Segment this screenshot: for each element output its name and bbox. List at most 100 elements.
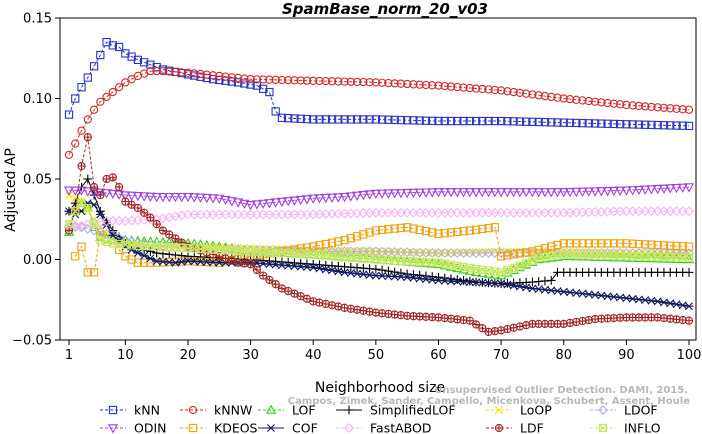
point-odin bbox=[383, 189, 394, 199]
point-lof bbox=[427, 258, 438, 268]
point-knn bbox=[547, 118, 556, 127]
point-knnw bbox=[390, 79, 399, 88]
point-knnw bbox=[315, 76, 324, 86]
point-odin bbox=[621, 186, 632, 196]
point-lof bbox=[583, 251, 594, 261]
legend-swatch-marker bbox=[107, 424, 119, 434]
point-knn bbox=[352, 115, 362, 124]
legend-item-lof: LOF bbox=[258, 403, 316, 418]
y-axis-label: Adjusted AP bbox=[3, 148, 19, 232]
point-knn bbox=[578, 118, 587, 128]
point-knn bbox=[365, 115, 374, 124]
point-knn bbox=[534, 117, 543, 127]
point-kdeos bbox=[365, 228, 374, 237]
point-simplifiedlof bbox=[459, 276, 468, 285]
point-knn bbox=[377, 115, 387, 124]
point-kdeos bbox=[334, 237, 343, 246]
legend-swatch-marker bbox=[598, 405, 608, 415]
point-simplifiedlof bbox=[146, 247, 155, 256]
point-ldf bbox=[471, 320, 481, 329]
point-knn bbox=[553, 118, 562, 127]
point-knnw bbox=[615, 100, 625, 109]
point-knnw bbox=[359, 77, 368, 87]
point-kdeos bbox=[634, 239, 644, 249]
point-knnw bbox=[540, 91, 550, 101]
point-kdeos bbox=[534, 245, 543, 254]
point-knn bbox=[302, 114, 312, 124]
point-odin bbox=[658, 184, 670, 194]
point-cof bbox=[634, 295, 644, 304]
point-kdeos bbox=[390, 224, 399, 233]
point-kdeos bbox=[471, 225, 481, 234]
point-kdeos bbox=[553, 240, 562, 250]
point-knnw bbox=[572, 95, 581, 104]
point-knnw bbox=[246, 75, 255, 84]
point-knn bbox=[666, 121, 675, 130]
point-kdeos bbox=[459, 227, 468, 236]
y-tick-label: 0.05 bbox=[23, 173, 52, 188]
point-kdeos bbox=[440, 228, 449, 238]
point-knnw bbox=[509, 87, 518, 97]
point-odin bbox=[464, 188, 475, 198]
point-knn bbox=[296, 114, 305, 123]
point-odin bbox=[345, 192, 356, 202]
point-knn bbox=[64, 110, 74, 119]
y-tick-label: 0.15 bbox=[23, 12, 52, 27]
point-ldf bbox=[365, 307, 374, 316]
point-knnw bbox=[553, 93, 562, 102]
series-line-kdeos bbox=[74, 226, 690, 273]
point-odin bbox=[207, 194, 219, 204]
point-cof bbox=[584, 290, 594, 299]
point-knnw bbox=[371, 78, 381, 87]
legend-label: kNN bbox=[134, 403, 160, 418]
point-odin bbox=[132, 191, 144, 202]
point-kdeos bbox=[403, 223, 412, 232]
point-knnw bbox=[340, 77, 349, 86]
point-cof bbox=[502, 280, 512, 289]
point-kdeos bbox=[71, 252, 80, 261]
point-ldf bbox=[77, 161, 86, 171]
point-knn bbox=[565, 118, 575, 127]
point-odin bbox=[495, 188, 507, 198]
point-knn bbox=[434, 116, 443, 126]
point-kdeos bbox=[565, 239, 575, 248]
point-kdeos bbox=[528, 247, 537, 256]
point-knn bbox=[71, 94, 80, 103]
point-odin bbox=[583, 187, 594, 197]
legend-swatch-marker bbox=[344, 423, 354, 433]
point-knnw bbox=[202, 70, 211, 79]
point-ldf bbox=[252, 265, 262, 275]
series-inflo bbox=[64, 199, 694, 277]
point-kdeos bbox=[597, 239, 606, 248]
point-cof bbox=[534, 285, 544, 294]
point-knn bbox=[290, 114, 299, 123]
point-knnw bbox=[221, 72, 230, 81]
point-knn bbox=[146, 60, 155, 69]
point-ldof bbox=[89, 225, 100, 236]
legend-swatch-marker bbox=[344, 405, 354, 415]
point-cof bbox=[540, 285, 550, 294]
point-kdeos bbox=[133, 258, 143, 267]
point-ldf bbox=[171, 234, 180, 243]
point-knnw bbox=[190, 69, 199, 78]
point-cof bbox=[578, 289, 587, 298]
x-tick-label: 50 bbox=[368, 348, 385, 363]
y-tick-label: 0.10 bbox=[23, 92, 52, 107]
point-odin bbox=[608, 186, 619, 197]
x-tick-label: 90 bbox=[618, 348, 635, 363]
point-lof bbox=[596, 251, 607, 261]
point-knnw bbox=[666, 104, 675, 113]
point-odin bbox=[182, 192, 194, 203]
point-knn bbox=[584, 119, 593, 128]
point-kdeos bbox=[603, 239, 612, 248]
point-knn bbox=[321, 115, 330, 124]
point-cof bbox=[402, 273, 412, 282]
point-knn bbox=[221, 76, 230, 85]
point-odin bbox=[289, 196, 300, 206]
point-knn bbox=[227, 77, 236, 86]
point-odin bbox=[502, 188, 513, 198]
point-odin bbox=[539, 188, 551, 198]
point-knn bbox=[277, 113, 287, 122]
point-lof bbox=[652, 253, 663, 263]
point-inflo bbox=[64, 219, 74, 229]
